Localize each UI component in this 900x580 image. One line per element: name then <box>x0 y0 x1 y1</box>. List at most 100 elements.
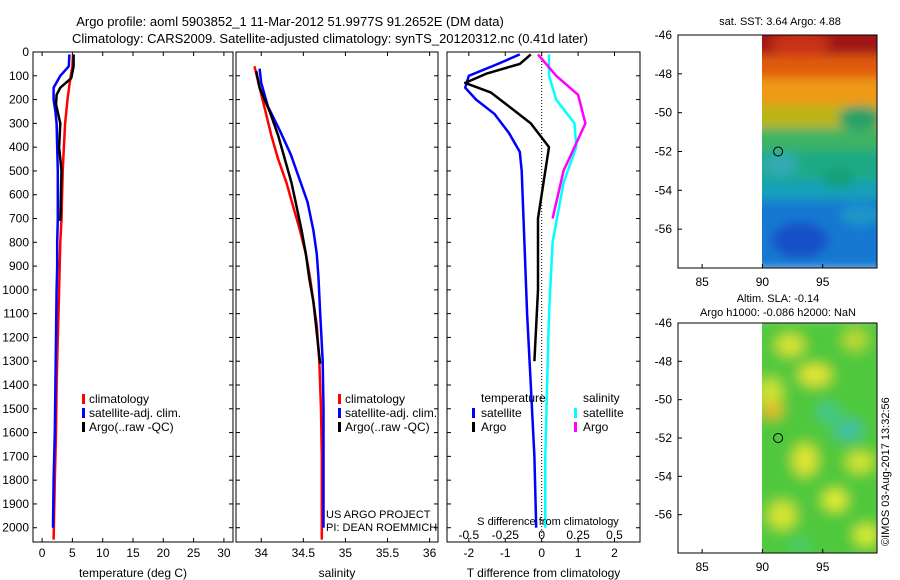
x-tick-label: 36 <box>423 546 437 560</box>
x-axis-label: salinity <box>319 566 356 580</box>
y-tick-label: 1100 <box>3 307 29 321</box>
difference-panel: -2 -1 0 1 2 T difference from climatology -0.5… <box>446 51 641 580</box>
y-tick-label: 1500 <box>2 402 29 416</box>
legend-label: climatology <box>89 392 149 406</box>
series-line <box>54 54 75 221</box>
x-tick-label: 10 <box>96 546 110 560</box>
y-tick-label: 400 <box>9 140 29 154</box>
plot-frame <box>235 51 439 543</box>
s-tick-label: -0.25 <box>492 528 520 542</box>
legend-label: Argo(..raw -QC) <box>345 420 430 434</box>
plot-frame <box>446 51 641 543</box>
map-x-tick-label: 90 <box>756 275 770 289</box>
legend-swatch <box>338 422 341 432</box>
legend-label: satellite <box>583 406 624 420</box>
map-y-tick-label: -54 <box>655 469 673 483</box>
y-tick-label: 200 <box>9 93 29 107</box>
map-y-tick-label: -54 <box>655 183 673 197</box>
legend-swatch <box>472 408 475 418</box>
map-y-tick-label: -46 <box>655 28 673 42</box>
x-tick-label: 15 <box>126 546 140 560</box>
y-tick-label: 600 <box>9 188 29 202</box>
x-tick-label: 0 <box>538 546 545 560</box>
header-line-2: Climatology: CARS2009. Satellite-adjuste… <box>72 31 588 46</box>
y-tick-label: 1200 <box>2 330 29 344</box>
legend-swatch <box>82 394 85 404</box>
y-tick-label: 1600 <box>2 426 29 440</box>
plot-frame <box>32 51 234 543</box>
map-x-tick-label: 85 <box>695 560 709 574</box>
pi-label: PI: DEAN ROEMMICH <box>326 522 437 534</box>
sla-title-line-1: Altim. SLA: -0.14 <box>737 293 820 305</box>
y-tick-label: 1000 <box>2 283 29 297</box>
map-x-tick-label: 95 <box>816 560 830 574</box>
sla-map: Altim. SLA: -0.14 Argo h1000: -0.086 h20… <box>655 293 878 574</box>
y-tick-label: 1800 <box>2 473 29 487</box>
legend-swatch <box>82 408 85 418</box>
y-tick-label: 100 <box>9 69 29 83</box>
salinity-panel: 34 34.5 35 35.5 36 salinity climatologysatelli… <box>235 51 439 580</box>
series-line <box>463 53 538 528</box>
legend-label: Argo <box>583 420 609 434</box>
map-y-tick-label: -48 <box>655 354 673 368</box>
y-tick-label: 1400 <box>2 378 29 392</box>
series-line <box>544 54 578 528</box>
y-tick-label: 500 <box>9 164 29 178</box>
x-tick-label: 34.5 <box>292 546 316 560</box>
legend-label: satellite-adj. clim. <box>89 406 181 420</box>
s-tick-label: 0.25 <box>566 528 590 542</box>
x-axis-label: temperature (deg C) <box>79 566 187 580</box>
x-tick-label: 2 <box>611 546 618 560</box>
header-line-1: Argo profile: aoml 5903852_1 11-Mar-2012… <box>76 14 504 29</box>
x-tick-label: 25 <box>187 546 201 560</box>
y-tick-label: 2000 <box>2 521 29 535</box>
legend-label: satellite-adj. clim. <box>345 406 437 420</box>
x-tick-label: 30 <box>217 546 231 560</box>
x-axis-label: T difference from climatology <box>467 566 621 580</box>
map-y-tick-label: -52 <box>655 431 673 445</box>
series-line <box>253 66 324 540</box>
map-y-tick-label: -56 <box>655 508 673 522</box>
sst-map: sat. SST: 3.64 Argo: 4.88 85 90 95 -46 -48 -5… <box>655 16 878 289</box>
y-tick-label: 1900 <box>2 497 29 511</box>
sla-field <box>762 323 877 553</box>
map-y-tick-label: -56 <box>655 222 673 236</box>
x-tick-label: 35 <box>339 546 353 560</box>
s-difference-label: S difference from climatology <box>477 516 619 528</box>
sst-profile-marker <box>773 146 784 157</box>
temperature-panel: 0100200300400500600700800900100011001200… <box>2 45 234 580</box>
map-y-tick-label: -50 <box>655 106 673 120</box>
y-tick-label: 300 <box>9 116 29 130</box>
legend-label: climatology <box>345 392 405 406</box>
x-tick-label: 34 <box>255 546 269 560</box>
legend-swatch <box>574 422 577 432</box>
legend-swatch <box>338 394 341 404</box>
map-y-tick-label: -48 <box>655 67 673 81</box>
sst-map-title: sat. SST: 3.64 Argo: 4.88 <box>719 16 841 28</box>
legend-title-salinity: salinity <box>583 391 620 405</box>
y-tick-label: 0 <box>22 45 29 59</box>
credit-label: ©IMOS 03-Aug-2017 13:32:56 <box>880 397 892 546</box>
project-label: US ARGO PROJECT <box>326 509 431 521</box>
map-y-tick-label: -52 <box>655 145 673 159</box>
series-line <box>254 70 322 364</box>
y-tick-label: 700 <box>9 212 29 226</box>
y-tick-label: 900 <box>9 259 29 273</box>
legend-swatch <box>472 422 475 432</box>
x-tick-label: -1 <box>500 546 511 560</box>
map-x-tick-label: 95 <box>816 275 830 289</box>
y-tick-label: 1300 <box>2 354 29 368</box>
legend-title-temperature: temperature <box>481 391 546 405</box>
map-x-tick-label: 85 <box>695 275 709 289</box>
series-line <box>51 54 71 528</box>
map-y-tick-label: -50 <box>655 393 673 407</box>
series-line <box>463 53 551 362</box>
legend-swatch <box>338 408 341 418</box>
legend-label: satellite <box>481 406 522 420</box>
y-tick-label: 1700 <box>2 449 29 463</box>
x-tick-label: 1 <box>575 546 582 560</box>
x-tick-label: 5 <box>69 546 76 560</box>
series-line <box>537 53 587 219</box>
legend-label: Argo(..raw -QC) <box>89 420 174 434</box>
